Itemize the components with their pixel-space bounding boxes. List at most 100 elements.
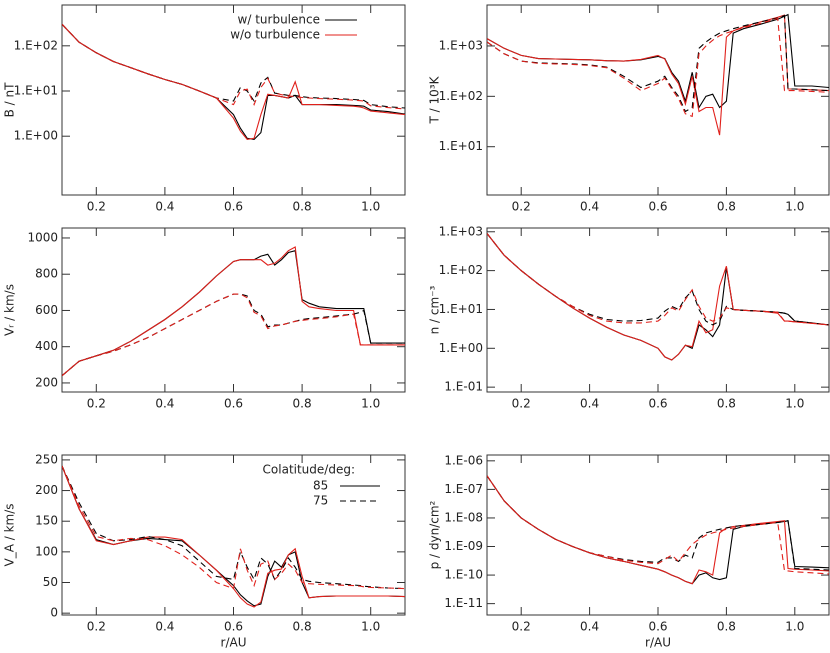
series-line: [487, 233, 829, 361]
y-tick-label: 1.E+02: [14, 38, 58, 52]
x-tick-label: 0.6: [648, 397, 667, 411]
x-tick-label: 0.4: [580, 397, 599, 411]
y-tick-label: 1.E+03: [439, 224, 483, 238]
y-tick-label: 600: [35, 303, 58, 317]
panel: 1.E+01 1.E+02 1.E+03 0.2 0.4 0.6 0.8 1.0 T / 10³…: [428, 4, 830, 214]
plot-frame: [486, 4, 830, 196]
x-tick-label: 0.6: [224, 620, 243, 634]
legend-label: w/ turbulence: [238, 13, 320, 27]
plot-frame: [61, 454, 406, 616]
panel: 200 400 600 800 1000 0.2 0.4 0.6 0.8 1.0 Vᵣ / km/s: [3, 227, 406, 411]
series-line: [62, 465, 405, 590]
series-line: [487, 233, 829, 326]
x-tick-label: 0.8: [293, 397, 312, 411]
y-tick-label: 1.E+00: [14, 129, 58, 143]
y-tick-label: 800: [35, 267, 58, 281]
y-tick-label: 400: [35, 339, 58, 353]
y-axis-label: p / dyn/cm²: [428, 500, 442, 569]
series-line: [62, 465, 405, 607]
y-tick-label: 1.E+02: [439, 263, 483, 277]
plot-frame: [486, 454, 830, 616]
series-line: [62, 293, 405, 377]
x-tick-label: 1.0: [785, 397, 804, 411]
y-tick-label: 150: [35, 514, 58, 528]
y-tick-label: 1.E+01: [439, 302, 483, 316]
x-tick-label: 0.2: [87, 200, 106, 214]
x-tick-label: 1.0: [361, 620, 380, 634]
panel: 1.E-11 1.E-10 1.E-09 1.E-08 1.E-07 1.E-06 0.2 0…: [428, 453, 830, 650]
x-tick-label: 0.6: [224, 397, 243, 411]
series-line: [62, 250, 405, 377]
x-tick-label: 0.2: [512, 200, 531, 214]
y-tick-label: 1.E+01: [439, 139, 483, 153]
y-tick-label: 1.E+00: [439, 341, 483, 355]
x-tick-label: 1.0: [785, 620, 804, 634]
series-line: [487, 233, 829, 361]
x-tick-label: 0.2: [512, 397, 531, 411]
y-tick-label: 1.E-09: [444, 539, 483, 553]
plot-frame: [486, 227, 830, 393]
y-tick-label: 200: [35, 483, 58, 497]
y-axis-label: n / cm⁻³: [428, 285, 442, 334]
x-tick-label: 0.8: [717, 397, 736, 411]
panel: 1.E-01 1.E+00 1.E+01 1.E+02 1.E+03 0.2 0.4 0.6 0…: [428, 224, 830, 411]
x-tick-label: 0.4: [155, 620, 174, 634]
x-tick-label: 1.0: [785, 200, 804, 214]
y-tick-label: 1.E-07: [444, 482, 483, 496]
y-tick-label: 1.E-08: [444, 510, 483, 524]
y-tick-label: 0: [50, 606, 58, 620]
x-tick-label: 1.0: [361, 200, 380, 214]
x-tick-label: 1.0: [361, 397, 380, 411]
series-line: [62, 23, 405, 110]
x-tick-label: 0.8: [717, 200, 736, 214]
y-axis-label: T / 10³K: [428, 75, 442, 124]
x-tick-label: 0.4: [155, 397, 174, 411]
x-tick-label: 0.4: [580, 620, 599, 634]
y-axis-label: B / nT: [3, 82, 17, 118]
legend-label: 75: [313, 494, 328, 508]
x-tick-label: 0.8: [293, 620, 312, 634]
series-line: [62, 465, 405, 608]
series-line: [62, 293, 405, 377]
y-tick-label: 1.E+01: [14, 84, 58, 98]
x-tick-label: 0.6: [224, 200, 243, 214]
series-line: [487, 13, 829, 109]
x-tick-label: 0.6: [648, 200, 667, 214]
x-tick-label: 0.4: [155, 200, 174, 214]
x-tick-label: 0.2: [512, 620, 531, 634]
series-line: [62, 246, 405, 377]
y-axis-label: V_A / km/s: [3, 503, 17, 566]
legend-title: Colatitude/deg:: [263, 463, 355, 477]
x-axis-label: r/AU: [645, 636, 671, 650]
series-line: [487, 233, 829, 326]
y-tick-label: 200: [35, 375, 58, 389]
x-tick-label: 0.8: [717, 620, 736, 634]
y-tick-label: 1.E-06: [444, 453, 483, 467]
series-line: [62, 465, 405, 590]
x-axis-label: r/AU: [221, 636, 247, 650]
series-line: [487, 17, 829, 118]
legend-label: 85: [313, 479, 328, 493]
y-tick-label: 100: [35, 544, 58, 558]
y-tick-label: 1000: [27, 230, 58, 244]
y-tick-label: 1.E-01: [444, 380, 483, 394]
x-tick-label: 0.2: [87, 620, 106, 634]
x-tick-label: 0.2: [87, 397, 106, 411]
x-tick-label: 0.6: [648, 620, 667, 634]
y-axis-label: Vᵣ / km/s: [3, 284, 17, 336]
series-line: [487, 14, 829, 136]
y-tick-label: 250: [35, 452, 58, 466]
x-tick-label: 0.4: [580, 200, 599, 214]
series-line: [487, 475, 829, 575]
y-tick-label: 1.E-11: [444, 596, 483, 610]
series-line: [62, 23, 405, 140]
series-line: [487, 14, 829, 113]
series-line: [62, 23, 405, 140]
y-tick-label: 50: [43, 575, 58, 589]
series-line: [487, 475, 829, 571]
x-tick-label: 0.8: [293, 200, 312, 214]
y-tick-label: 1.E+02: [439, 89, 483, 103]
